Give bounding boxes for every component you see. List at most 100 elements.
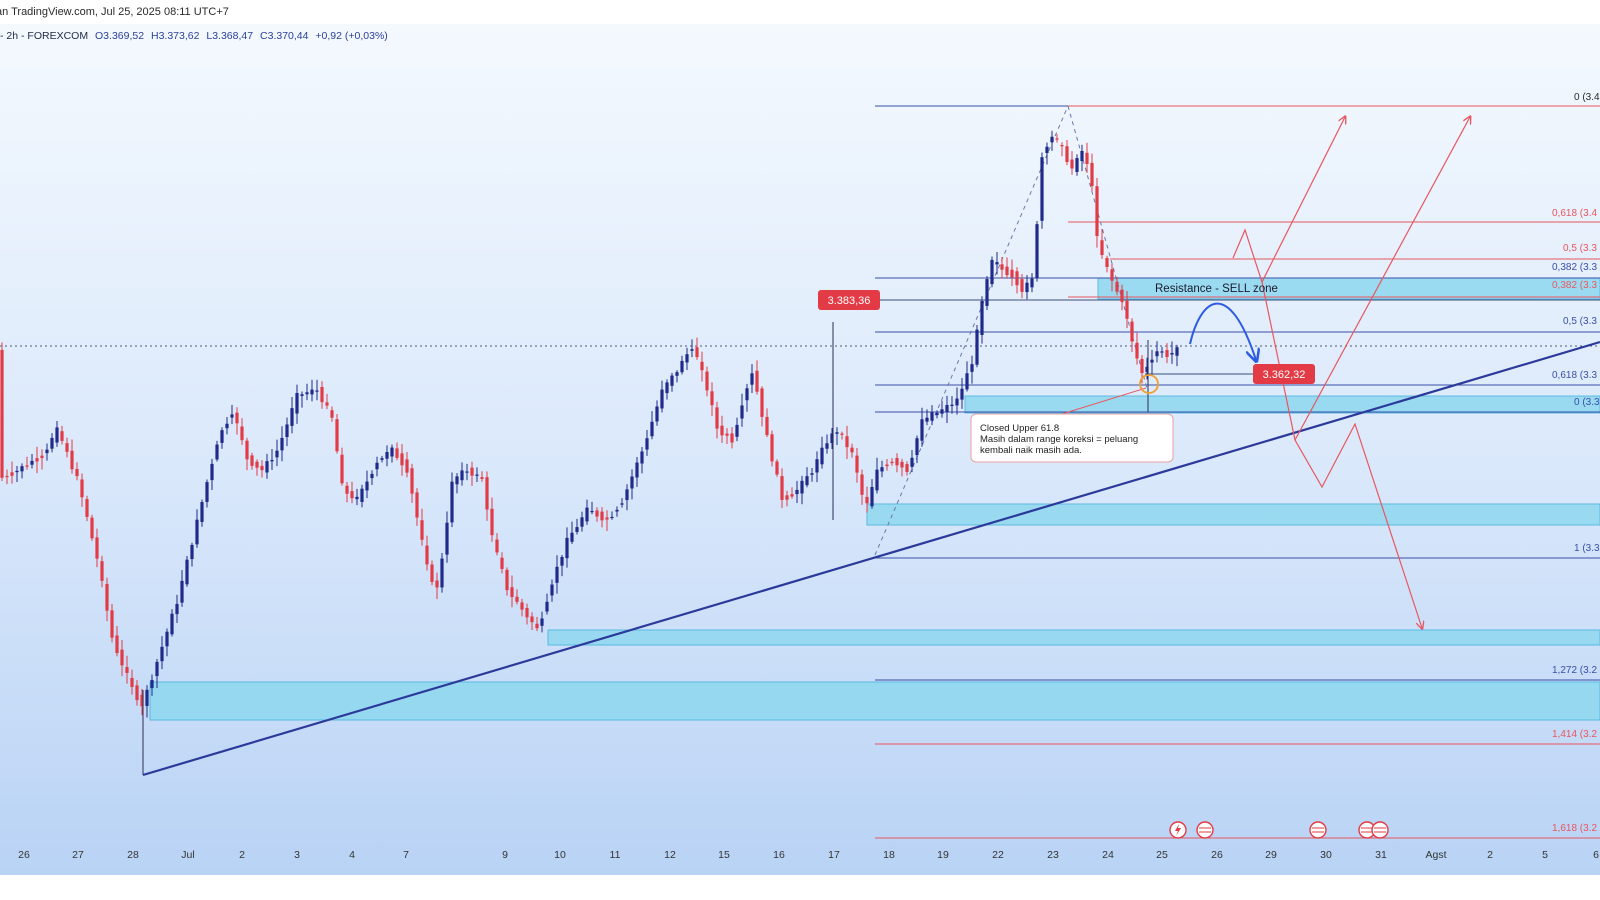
bull-projection-1[interactable] <box>1232 117 1345 284</box>
fib-label-0-upper: 0 (3.4 <box>1574 92 1600 103</box>
candle-body <box>1065 146 1069 163</box>
candle-body <box>450 481 454 523</box>
candle-body <box>285 424 289 438</box>
candle-body <box>425 545 429 565</box>
chart-background <box>0 24 1600 875</box>
event-icons[interactable] <box>1169 821 1389 839</box>
candle-body <box>530 616 534 623</box>
candle-body <box>170 613 174 635</box>
candle-body <box>145 689 149 706</box>
candle-body <box>1160 351 1164 353</box>
candle-body <box>665 382 669 394</box>
candle-body <box>1095 186 1099 236</box>
candle-body <box>740 405 744 419</box>
candle-body <box>465 471 469 473</box>
note-box[interactable] <box>970 413 1174 463</box>
demand-zone-4[interactable] <box>149 681 1600 721</box>
candle-body <box>275 450 279 458</box>
candle-body <box>1085 152 1089 164</box>
candle-body <box>925 417 929 422</box>
candle-body <box>435 580 439 588</box>
x-axis-tick-label: 30 <box>1320 849 1332 861</box>
candle-body <box>165 631 169 647</box>
x-axis-tick-label: 26 <box>1211 849 1223 861</box>
x-axis-tick-label: Jul <box>181 849 194 861</box>
fib-label-05-lower: 0,5 (3.3 <box>1563 316 1597 327</box>
candle-body <box>35 458 39 462</box>
candle-body <box>815 459 819 473</box>
candle-body <box>905 464 909 472</box>
candle-body <box>1100 240 1104 256</box>
candle-body <box>820 447 824 465</box>
demand-zone-1[interactable] <box>964 395 1600 414</box>
note-connector <box>1061 387 1147 415</box>
fib-label-1: 1 (3.3 <box>1574 543 1600 554</box>
candle-body <box>540 618 544 626</box>
highlight-circle[interactable] <box>1139 374 1159 394</box>
x-axis-tick-label: 16 <box>773 849 785 861</box>
candle-body <box>485 477 489 510</box>
candle-body <box>895 458 899 466</box>
price-badge-current[interactable] <box>1253 364 1315 384</box>
x-axis[interactable]: 26 27 28 Jul 2 3 4 7 9 10 11 12 15 16 17 18 19 22 23 24 25 26… <box>18 849 1599 861</box>
candle-body <box>190 544 194 560</box>
candle-body <box>1105 258 1109 267</box>
x-axis-tick-label: 29 <box>1265 849 1277 861</box>
candle-body <box>410 468 414 494</box>
candle-body <box>65 443 69 452</box>
candle-body <box>810 473 814 475</box>
candle-body <box>385 451 389 459</box>
candle-body <box>280 437 284 451</box>
candle-body <box>100 561 104 581</box>
x-axis-tick-label: 4 <box>349 849 355 861</box>
bull-projection-2[interactable] <box>1294 117 1470 441</box>
us-flag-event-icon-2[interactable] <box>1309 821 1327 839</box>
candle-body <box>965 373 969 390</box>
candle-body <box>270 459 274 462</box>
candle-body <box>1120 289 1124 302</box>
candle-body <box>500 557 504 569</box>
fib-swing-up <box>874 105 1069 556</box>
candle-body <box>785 495 789 500</box>
us-flag-event-icon-4[interactable] <box>1371 821 1389 839</box>
candle-body <box>940 409 944 414</box>
candle-body <box>215 444 219 460</box>
candle-body <box>415 492 419 518</box>
candle-body <box>140 694 144 707</box>
symbol-interval[interactable]: - 2h - FOREXCOM <box>0 30 89 42</box>
x-axis-tick-label: 9 <box>502 849 508 861</box>
blue-projection-arrow[interactable] <box>1189 302 1256 360</box>
candle-body <box>180 580 184 603</box>
x-axis-tick-label: 3 <box>294 849 300 861</box>
flag-stripes <box>1199 827 1386 833</box>
price-chart[interactable]: Closed Upper 61.8 Masih dalam range kore… <box>0 24 1600 875</box>
candle-body <box>340 454 344 484</box>
candle-body <box>720 425 724 436</box>
candle-body <box>690 349 694 351</box>
bottom-margin <box>0 875 1600 900</box>
candle-body <box>850 447 854 453</box>
candle-body <box>400 453 404 466</box>
candle-body <box>655 406 659 422</box>
x-axis-tick-label: 18 <box>883 849 895 861</box>
demand-zone-3[interactable] <box>547 629 1600 646</box>
candle-body <box>265 461 269 473</box>
us-flag-event-icon-1[interactable] <box>1196 821 1214 839</box>
x-axis-tick-label: 27 <box>72 849 84 861</box>
candle-body <box>865 496 869 504</box>
chart-source-timestamp: an TradingView.com, Jul 25, 2025 08:11 U… <box>0 6 229 18</box>
candle-body <box>40 455 44 458</box>
demand-zone-2[interactable] <box>866 503 1600 526</box>
candle-body <box>365 481 369 491</box>
price-badge-upper[interactable] <box>818 290 880 310</box>
candle-body <box>90 517 94 539</box>
x-axis-tick-label: 23 <box>1047 849 1059 861</box>
ascending-trendline[interactable] <box>142 340 1600 777</box>
candle-body <box>1115 281 1119 292</box>
candle-body <box>695 347 699 358</box>
candle-body <box>955 398 959 406</box>
bear-projection[interactable] <box>1261 281 1422 628</box>
candle-body <box>305 392 309 395</box>
candle-body <box>0 349 4 478</box>
candle-body <box>1020 279 1024 292</box>
